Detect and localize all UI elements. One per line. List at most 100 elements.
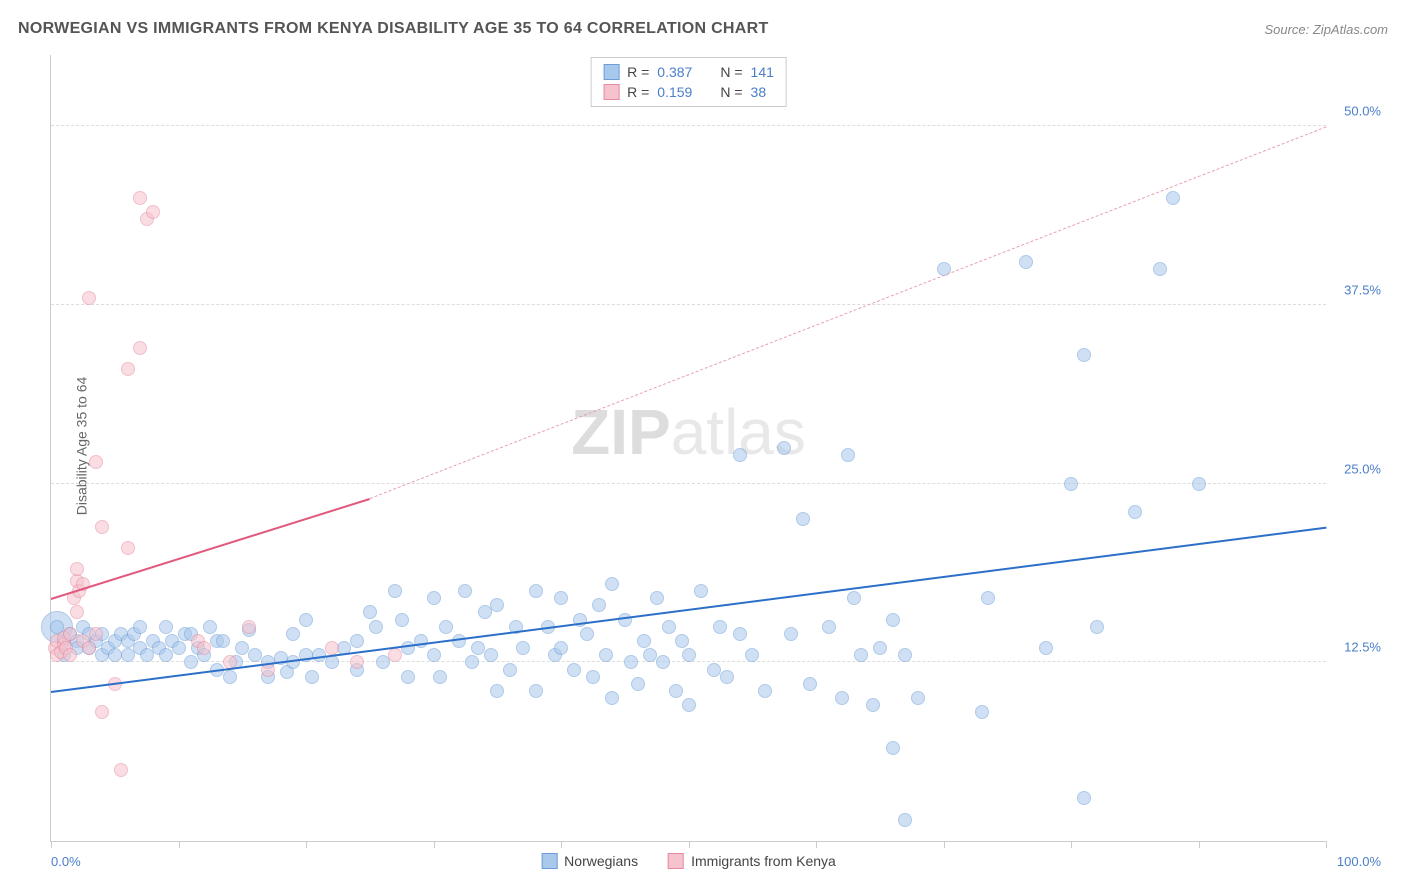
scatter-point (599, 648, 613, 662)
scatter-point (82, 641, 96, 655)
scatter-point (478, 605, 492, 619)
legend-n-value: 141 (751, 64, 774, 80)
scatter-point (197, 641, 211, 655)
legend-row: R =0.387N =141 (603, 62, 774, 82)
scatter-point (242, 620, 256, 634)
scatter-point (854, 648, 868, 662)
scatter-point (822, 620, 836, 634)
legend-n-label: N = (720, 84, 742, 100)
y-tick-label: 37.5% (1344, 283, 1381, 298)
scatter-point (529, 684, 543, 698)
scatter-point (133, 191, 147, 205)
scatter-point (682, 698, 696, 712)
scatter-point (745, 648, 759, 662)
scatter-point (114, 763, 128, 777)
x-tick (1326, 841, 1327, 848)
scatter-point (1128, 505, 1142, 519)
legend-n-label: N = (720, 64, 742, 80)
scatter-point (835, 691, 849, 705)
scatter-point (299, 613, 313, 627)
legend-r-label: R = (627, 64, 649, 80)
scatter-point (975, 705, 989, 719)
x-max-label: 100.0% (1337, 854, 1381, 869)
x-tick (689, 841, 690, 848)
scatter-point (82, 291, 96, 305)
scatter-point (427, 648, 441, 662)
scatter-point (146, 205, 160, 219)
scatter-point (395, 613, 409, 627)
y-tick-label: 50.0% (1344, 104, 1381, 119)
x-tick (306, 841, 307, 848)
scatter-point (433, 670, 447, 684)
scatter-point (490, 684, 504, 698)
scatter-point (758, 684, 772, 698)
scatter-point (886, 741, 900, 755)
legend-series-label: Immigrants from Kenya (691, 853, 836, 869)
x-tick (179, 841, 180, 848)
scatter-point (439, 620, 453, 634)
scatter-point (1090, 620, 1104, 634)
scatter-point (866, 698, 880, 712)
x-min-label: 0.0% (51, 854, 81, 869)
scatter-point (796, 512, 810, 526)
y-tick-label: 25.0% (1344, 461, 1381, 476)
legend-r-value: 0.159 (657, 84, 692, 100)
scatter-point (1077, 348, 1091, 362)
scatter-point (605, 691, 619, 705)
scatter-point (465, 655, 479, 669)
x-tick (561, 841, 562, 848)
x-tick (816, 841, 817, 848)
scatter-point (1077, 791, 1091, 805)
scatter-point (133, 620, 147, 634)
scatter-point (784, 627, 798, 641)
scatter-point (184, 655, 198, 669)
scatter-point (286, 627, 300, 641)
scatter-point (95, 520, 109, 534)
scatter-point (216, 634, 230, 648)
legend-swatch (541, 853, 557, 869)
scatter-point (89, 627, 103, 641)
x-tick (51, 841, 52, 848)
scatter-point (1064, 477, 1078, 491)
legend-swatch (603, 64, 619, 80)
scatter-point (898, 813, 912, 827)
scatter-point (554, 591, 568, 605)
scatter-point (350, 634, 364, 648)
scatter-point (567, 663, 581, 677)
gridline (51, 483, 1326, 484)
scatter-point (369, 620, 383, 634)
scatter-point (159, 620, 173, 634)
scatter-plot: ZIPatlas R =0.387N =141R =0.159N =38 Nor… (50, 55, 1326, 842)
scatter-point (490, 598, 504, 612)
scatter-point (1019, 255, 1033, 269)
scatter-point (121, 541, 135, 555)
scatter-point (586, 670, 600, 684)
scatter-point (325, 641, 339, 655)
scatter-point (516, 641, 530, 655)
scatter-point (70, 562, 84, 576)
scatter-point (637, 634, 651, 648)
scatter-point (911, 691, 925, 705)
scatter-point (363, 605, 377, 619)
x-tick (1199, 841, 1200, 848)
scatter-point (650, 591, 664, 605)
scatter-point (401, 670, 415, 684)
scatter-point (847, 591, 861, 605)
scatter-point (121, 648, 135, 662)
source-attribution: Source: ZipAtlas.com (1264, 22, 1388, 37)
scatter-point (1039, 641, 1053, 655)
scatter-point (624, 655, 638, 669)
scatter-point (669, 684, 683, 698)
scatter-point (662, 620, 676, 634)
scatter-point (720, 670, 734, 684)
x-tick (434, 841, 435, 848)
scatter-point (873, 641, 887, 655)
scatter-point (172, 641, 186, 655)
scatter-point (401, 641, 415, 655)
scatter-point (631, 677, 645, 691)
scatter-point (223, 670, 237, 684)
scatter-point (592, 598, 606, 612)
legend-series-item: Norwegians (541, 853, 638, 869)
x-tick (944, 841, 945, 848)
scatter-point (713, 620, 727, 634)
